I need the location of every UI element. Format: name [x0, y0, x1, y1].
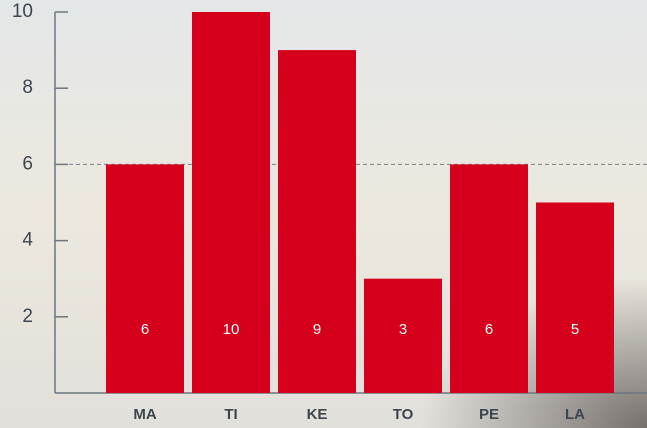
y-tick-label: 4 — [22, 230, 33, 251]
value-label: 10 — [223, 321, 240, 338]
value-label: 6 — [485, 321, 493, 338]
value-label: 5 — [571, 321, 579, 338]
bar — [106, 164, 184, 393]
x-tick-label: KE — [307, 406, 328, 423]
value-label: 3 — [399, 321, 407, 338]
x-tick-label: TO — [393, 406, 414, 423]
bar — [364, 278, 442, 393]
bar — [536, 202, 614, 393]
bar — [450, 164, 528, 393]
y-tick-label: 6 — [22, 153, 33, 174]
y-tick-label: 2 — [22, 306, 33, 327]
value-label: 9 — [313, 321, 321, 338]
y-tick-label: 10 — [12, 1, 33, 22]
y-tick-label: 8 — [22, 77, 33, 98]
x-tick-label: TI — [224, 406, 237, 423]
x-tick-label: LA — [565, 406, 585, 423]
value-label: 6 — [141, 321, 149, 338]
x-tick-label: MA — [133, 406, 156, 423]
bar — [192, 12, 270, 393]
bar — [278, 50, 356, 393]
x-tick-label: PE — [479, 406, 499, 423]
